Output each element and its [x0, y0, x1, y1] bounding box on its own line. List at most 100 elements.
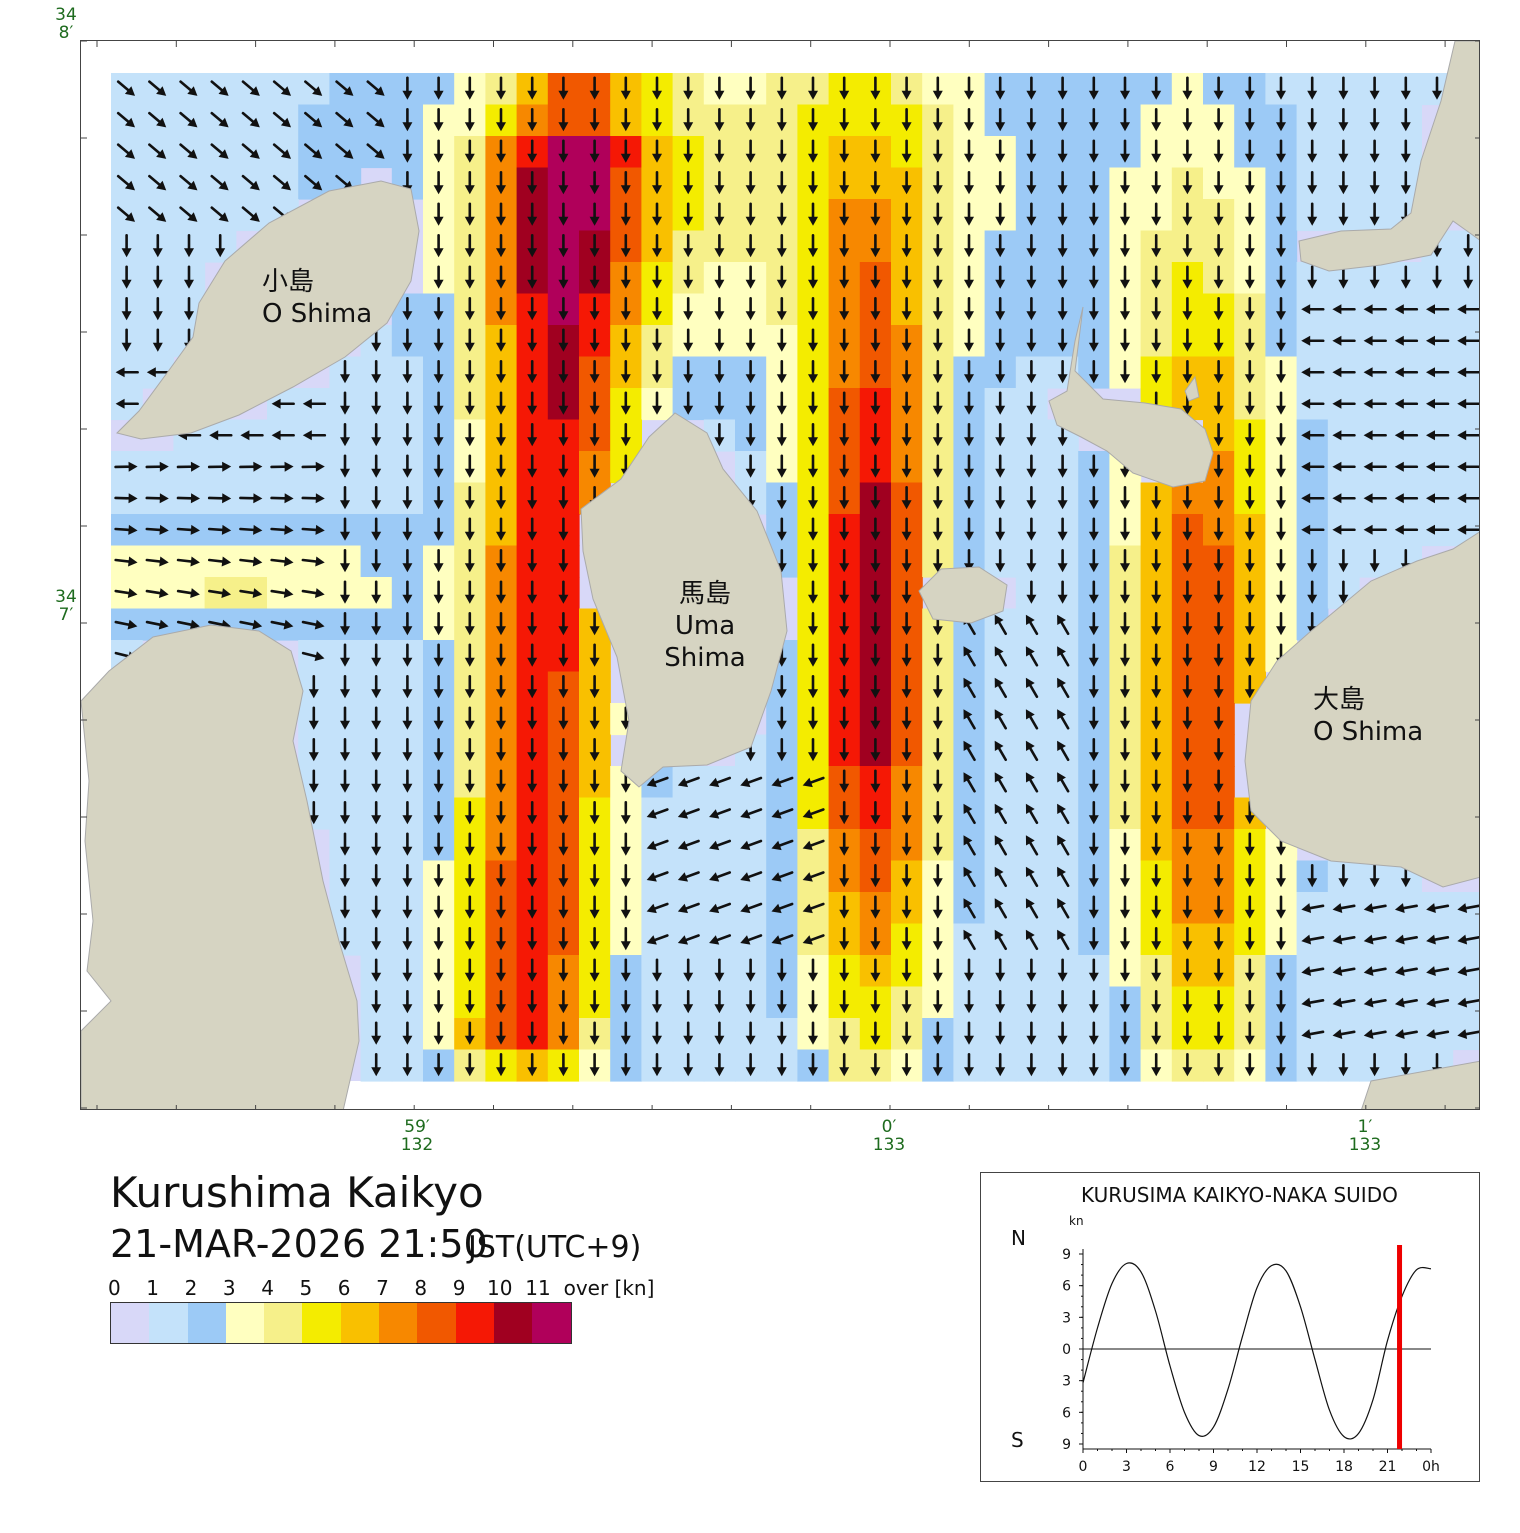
current-arrow	[932, 832, 943, 856]
current-arrow	[1457, 493, 1479, 504]
current-arrow	[1301, 1029, 1325, 1040]
current-arrow	[964, 359, 974, 384]
current-arrow	[1026, 170, 1037, 195]
current-arrow	[901, 611, 912, 636]
current-arrow	[464, 737, 475, 762]
current-arrow	[620, 895, 631, 919]
current-arrow	[1213, 863, 1224, 888]
current-arrow	[776, 958, 787, 982]
current-arrow	[839, 517, 850, 541]
current-arrow	[1276, 989, 1286, 1014]
current-arrow	[1057, 929, 1070, 951]
current-arrow	[1394, 524, 1419, 535]
current-arrow	[496, 76, 506, 100]
current-arrow	[1025, 803, 1039, 825]
current-arrow	[994, 646, 1008, 667]
current-arrow	[371, 926, 382, 951]
current-arrow	[745, 76, 756, 100]
current-arrow	[1182, 832, 1193, 856]
current-arrow	[964, 422, 974, 447]
current-arrow	[901, 76, 912, 100]
current-arrow	[1151, 517, 1162, 541]
current-arrow	[932, 737, 943, 762]
current-arrow	[1057, 548, 1068, 573]
current-arrow	[176, 524, 200, 535]
current-arrow	[1276, 139, 1286, 163]
current-arrow	[1213, 328, 1224, 352]
current-arrow	[1457, 524, 1479, 535]
current-arrow	[402, 76, 413, 100]
current-arrow	[145, 493, 169, 504]
current-arrow	[776, 328, 787, 352]
current-arrow	[1088, 989, 1099, 1014]
current-arrow	[1120, 265, 1130, 289]
current-arrow	[433, 800, 444, 825]
current-arrow	[1332, 997, 1356, 1008]
current-arrow	[870, 958, 881, 982]
current-arrow	[1394, 493, 1419, 504]
current-arrow	[1057, 328, 1068, 352]
current-arrow	[932, 454, 943, 478]
current-arrow	[433, 328, 444, 352]
current-arrow	[995, 485, 1006, 510]
current-arrow	[1363, 430, 1387, 441]
current-arrow	[527, 832, 538, 856]
current-arrow	[802, 808, 825, 819]
current-arrow	[901, 674, 912, 699]
current-arrow	[1120, 107, 1130, 132]
current-arrow	[1213, 548, 1224, 573]
current-arrow	[1182, 107, 1193, 132]
current-arrow	[620, 296, 631, 321]
current-arrow	[527, 580, 538, 604]
current-arrow	[932, 328, 943, 352]
current-arrow	[1088, 580, 1099, 604]
current-arrow	[1120, 769, 1130, 793]
current-arrow	[1026, 233, 1037, 258]
current-arrow	[646, 934, 669, 945]
current-arrow	[145, 461, 169, 472]
current-arrow	[901, 422, 912, 447]
current-arrow	[1057, 76, 1068, 100]
current-arrow	[402, 422, 413, 447]
current-arrow	[402, 548, 413, 573]
current-arrow	[589, 139, 600, 163]
current-arrow	[839, 706, 850, 730]
current-arrow	[870, 202, 881, 226]
current-arrow	[1025, 929, 1039, 951]
current-arrow	[527, 170, 538, 195]
current-arrow	[207, 493, 232, 504]
land-islet-center	[918, 566, 1008, 624]
current-arrow	[1244, 76, 1255, 100]
current-arrow	[1244, 170, 1255, 195]
current-arrow	[308, 769, 319, 793]
current-arrow	[1369, 265, 1380, 289]
current-arrow	[302, 430, 327, 441]
current-arrow	[808, 454, 818, 478]
current-arrow	[1182, 548, 1193, 573]
current-arrow	[558, 643, 569, 667]
current-arrow	[652, 1021, 662, 1045]
current-arrow	[1213, 958, 1224, 982]
current-arrow	[1213, 832, 1224, 856]
current-arrow	[1026, 958, 1037, 982]
current-arrow	[1151, 202, 1162, 226]
current-arrow	[589, 611, 600, 636]
current-arrow	[683, 359, 694, 384]
current-arrow	[402, 1021, 413, 1045]
current-arrow	[1369, 107, 1380, 132]
land-kojima	[116, 180, 420, 440]
current-arrow	[270, 493, 294, 504]
current-arrow	[114, 524, 138, 535]
current-arrow	[1307, 170, 1318, 195]
current-arrow	[558, 832, 569, 856]
current-arrow	[652, 170, 662, 195]
current-arrow	[1026, 485, 1037, 510]
current-arrow	[714, 958, 725, 982]
island-name-ja: 小島	[262, 267, 315, 297]
current-arrow	[1182, 296, 1193, 321]
current-arrow	[1088, 202, 1099, 226]
current-arrow	[771, 839, 794, 851]
current-arrow	[1088, 359, 1099, 384]
current-arrow	[932, 643, 943, 667]
